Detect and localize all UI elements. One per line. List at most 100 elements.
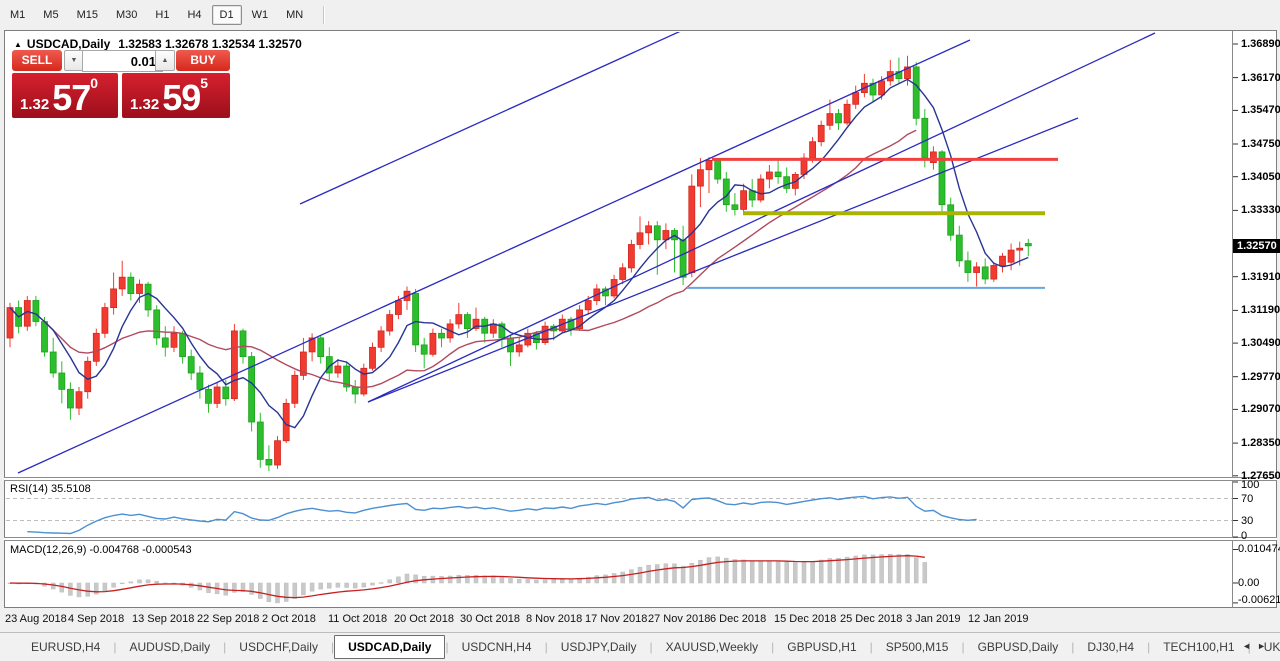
- chevron-up-icon: ▲: [161, 57, 169, 64]
- timeframe-button-M15[interactable]: M15: [76, 8, 98, 21]
- date-axis-label: 27 Nov 2018: [648, 613, 711, 625]
- date-axis-label: 17 Nov 2018: [585, 613, 648, 625]
- rsi-scale-tick: 30: [1241, 515, 1254, 527]
- date-axis[interactable]: 23 Aug 2018 4 Sep 2018 13 Sep 2018 22 Sep 2…: [4, 608, 1277, 631]
- date-axis-label: 2 Oct 2018: [262, 613, 316, 625]
- date-axis-label: 20 Oct 2018: [394, 613, 454, 625]
- tab-separator: |: [961, 640, 965, 654]
- chart-tab-usdjpy-daily[interactable]: USDJPY,Daily: [560, 640, 637, 654]
- sell-price-sup: 0: [90, 75, 99, 91]
- tab-separator: |: [771, 640, 775, 654]
- sell-button[interactable]: SELL: [12, 50, 62, 71]
- price-scale-tick: 1.29770: [1241, 371, 1280, 383]
- chart-tab-usdcad-daily[interactable]: USDCAD,Daily: [334, 635, 446, 659]
- tab-separator: |: [330, 640, 335, 654]
- buy-button[interactable]: BUY: [176, 50, 230, 71]
- date-axis-label: 22 Sep 2018: [197, 613, 260, 625]
- price-scale-tick: 1.31190: [1241, 304, 1280, 316]
- date-axis-label: 15 Dec 2018: [774, 613, 837, 625]
- volume-input[interactable]: 0.01: [82, 50, 163, 72]
- sell-price-big: 57: [52, 77, 91, 118]
- timeframe-button-D1[interactable]: D1: [211, 4, 242, 25]
- chart-tab-xauusd-weekly[interactable]: XAUUSD,Weekly: [665, 640, 759, 654]
- rsi-indicator-label: RSI(14) 35.5108: [10, 483, 91, 495]
- rsi-macd-divider[interactable]: [4, 537, 1277, 541]
- date-axis-label: 23 Aug 2018: [5, 613, 67, 625]
- date-axis-label: 6 Dec 2018: [710, 613, 767, 625]
- chart-ohlc-values: 1.32583 1.32678 1.32534 1.32570: [118, 37, 302, 51]
- price-scale-tick: 1.29070: [1241, 403, 1280, 415]
- chart-tab-eurusd-h4[interactable]: EURUSD,H4: [31, 640, 101, 654]
- chart-tab-bar: EURUSD,H4 | AUDUSD,Daily | USDCHF,Daily | USDC…: [0, 632, 1280, 661]
- price-scale-tick: 1.27650: [1241, 470, 1280, 482]
- price-scale-tick: 1.36170: [1241, 72, 1280, 84]
- chart-tab-audusd-daily[interactable]: AUDUSD,Daily: [129, 640, 211, 654]
- price-scale-divider: [1232, 31, 1233, 608]
- chart-symbol-label: USDCAD,Daily: [26, 37, 111, 51]
- date-axis-label: 30 Oct 2018: [460, 613, 520, 625]
- timeframe-button-H1[interactable]: H1: [155, 8, 170, 21]
- price-scale-tick: 1.31910: [1241, 271, 1280, 283]
- timeframe-button-M30[interactable]: M30: [115, 8, 138, 21]
- macd-scale-tick: 0.00: [1238, 577, 1260, 589]
- chart-tab-gbpusd-daily[interactable]: GBPUSD,Daily: [977, 640, 1059, 654]
- toolbar-separator: [323, 5, 326, 24]
- macd-indicator-label: MACD(12,26,9) -0.004768 -0.000543: [10, 544, 192, 556]
- tab-separator: |: [1147, 640, 1151, 654]
- sell-price-box[interactable]: 1.32 57 0: [12, 73, 118, 118]
- tab-separator: |: [445, 640, 449, 654]
- price-scale-tick: 1.35470: [1241, 104, 1280, 116]
- tab-separator: |: [223, 640, 227, 654]
- buy-price-sup: 5: [200, 75, 209, 91]
- rsi-scale-tick: 0: [1241, 530, 1248, 542]
- date-axis-label: 4 Sep 2018: [68, 613, 125, 625]
- buy-price-box[interactable]: 1.32 59 5: [122, 73, 230, 118]
- price-scale-tick: 1.36890: [1241, 38, 1280, 50]
- date-axis-label: 25 Dec 2018: [840, 613, 903, 625]
- volume-decrease-button[interactable]: ▼: [64, 50, 84, 71]
- buy-price-big: 59: [162, 77, 201, 118]
- date-axis-label: 13 Sep 2018: [132, 613, 195, 625]
- chart-tab-dj30-h4[interactable]: DJ30,H4: [1087, 640, 1135, 654]
- chart-tab-gbpusd-h1[interactable]: GBPUSD,H1: [787, 640, 857, 654]
- chevron-down-icon: ▼: [70, 57, 78, 64]
- timeframe-toolbar: M1 M5 M15 M30 H1 H4 D1 W1 MN: [0, 0, 1280, 29]
- timeframe-button-M1[interactable]: M1: [10, 8, 26, 21]
- current-price-badge: 1.32570: [1233, 239, 1280, 253]
- chart-tab-usdcnh-h4[interactable]: USDCNH,H4: [461, 640, 532, 654]
- timeframe-button-M5[interactable]: M5: [43, 8, 59, 21]
- rsi-scale-tick: 100: [1241, 479, 1260, 491]
- macd-scale-tick: -0.006218: [1238, 594, 1280, 606]
- chart-tab-ukoil-h1[interactable]: UKOil,H1: [1263, 640, 1280, 654]
- date-axis-label: 11 Oct 2018: [328, 613, 388, 625]
- macd-scale-tick: 0.010474: [1238, 543, 1280, 555]
- tab-scroll-arrows[interactable]: ◄►: [1242, 641, 1272, 651]
- tab-separator: |: [869, 640, 873, 654]
- main-rsi-divider[interactable]: [4, 477, 1277, 481]
- rsi-scale-tick: 70: [1241, 493, 1254, 505]
- tab-separator: |: [1071, 640, 1075, 654]
- volume-increase-button[interactable]: ▲: [155, 50, 175, 71]
- tab-separator: |: [544, 640, 548, 654]
- chart-tab-tech100-h1[interactable]: TECH100,H1: [1163, 640, 1235, 654]
- date-axis-label: 3 Jan 2019: [906, 613, 961, 625]
- tab-separator: |: [649, 640, 653, 654]
- chart-tab-usdchf-daily[interactable]: USDCHF,Daily: [239, 640, 318, 654]
- collapse-icon[interactable]: ▲: [14, 40, 22, 49]
- timeframe-button-W1[interactable]: W1: [251, 8, 269, 21]
- date-axis-label: 8 Nov 2018: [526, 613, 583, 625]
- timeframe-button-MN[interactable]: MN: [286, 8, 304, 21]
- chart-window[interactable]: [4, 30, 1277, 608]
- price-scale-tick: 1.28350: [1241, 437, 1280, 449]
- sell-price-base: 1.32: [20, 96, 50, 113]
- scroll-right-icon: ►: [1257, 641, 1272, 651]
- price-scale-tick: 1.30490: [1241, 337, 1280, 349]
- price-scale-tick: 1.34750: [1241, 138, 1280, 150]
- chart-tab-sp500-m15[interactable]: SP500,M15: [885, 640, 949, 654]
- chart-title: ▲ USDCAD,Daily 1.32583 1.32678 1.32534 1.3…: [14, 37, 302, 51]
- timeframe-button-H4[interactable]: H4: [187, 8, 202, 21]
- price-scale-tick: 1.34050: [1241, 171, 1280, 183]
- tab-separator: |: [113, 640, 117, 654]
